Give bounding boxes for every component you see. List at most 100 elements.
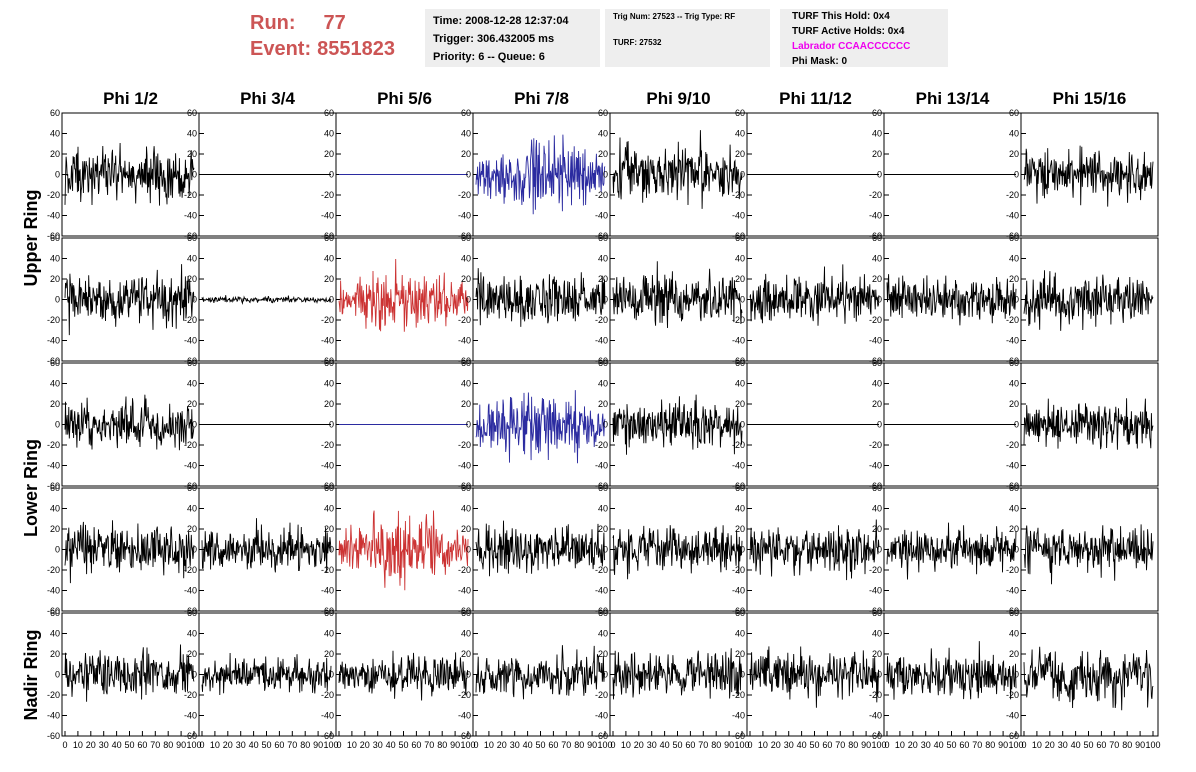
x-tick-label: 60 <box>137 740 147 750</box>
y-tick-label: -60 <box>184 481 197 491</box>
x-tick-label: 30 <box>510 740 520 750</box>
trigger-info-box: Trig Num: 27523 -- Trig Type: RF TURF: 2… <box>605 9 770 67</box>
y-tick-label: 0 <box>740 545 745 555</box>
y-tick-label: 0 <box>55 170 60 180</box>
waveform-trace <box>475 134 606 215</box>
y-tick-label: 0 <box>466 545 471 555</box>
x-tick-label: 10 <box>73 740 83 750</box>
x-tick-label: 40 <box>797 740 807 750</box>
y-tick-label: -40 <box>47 336 60 346</box>
y-tick-label: 40 <box>735 129 745 139</box>
waveform-trace <box>64 394 195 451</box>
y-tick-label: 0 <box>877 170 882 180</box>
y-tick-label: -60 <box>47 731 60 741</box>
priority-text: Priority: 6 -- Queue: 6 <box>433 51 545 63</box>
y-tick-label: 60 <box>872 608 882 618</box>
y-tick-label: 40 <box>324 504 334 514</box>
y-tick-label: 20 <box>598 274 608 284</box>
y-tick-label: 20 <box>598 649 608 659</box>
trig-num-text: Trig Num: 27523 -- Trig Type: RF <box>613 12 736 21</box>
x-tick-label: 70 <box>835 740 845 750</box>
y-tick-label: 20 <box>872 649 882 659</box>
y-tick-label: -40 <box>458 711 471 721</box>
y-tick-label: 60 <box>598 358 608 368</box>
y-tick-label: 60 <box>50 233 60 243</box>
x-tick-label: 90 <box>998 740 1008 750</box>
y-tick-label: 40 <box>324 629 334 639</box>
y-tick-label: 0 <box>329 420 334 430</box>
waveform-trace <box>1023 524 1154 585</box>
waveform-trace <box>64 644 195 702</box>
run-label: Run: <box>250 12 296 34</box>
y-tick-label: 60 <box>1009 233 1019 243</box>
x-tick-label: 60 <box>959 740 969 750</box>
y-tick-label: -20 <box>458 565 471 575</box>
y-tick-label: -60 <box>732 356 745 366</box>
turf-this-hold-text: TURF This Hold: 0x4 <box>792 11 890 22</box>
y-tick-label: -40 <box>1006 336 1019 346</box>
y-tick-label: -20 <box>321 565 334 575</box>
x-tick-label: 20 <box>86 740 96 750</box>
x-tick-label: 80 <box>163 740 173 750</box>
x-tick-label: 100 <box>1145 740 1160 750</box>
waveform-trace <box>201 295 332 306</box>
column-header: Phi 1/2 <box>103 89 158 108</box>
waveform-trace <box>475 520 606 577</box>
y-tick-label: 40 <box>1009 379 1019 389</box>
y-tick-label: 20 <box>735 274 745 284</box>
y-tick-label: 60 <box>872 233 882 243</box>
x-tick-label: 10 <box>621 740 631 750</box>
y-tick-label: -40 <box>47 461 60 471</box>
y-tick-label: -20 <box>458 315 471 325</box>
column-header: Phi 5/6 <box>377 89 432 108</box>
y-tick-label: 20 <box>461 524 471 534</box>
y-tick-label: -20 <box>1006 565 1019 575</box>
waveform-trace <box>612 648 743 700</box>
x-tick-label: 80 <box>711 740 721 750</box>
y-tick-label: -60 <box>869 731 882 741</box>
y-tick-label: 0 <box>740 295 745 305</box>
y-tick-label: -20 <box>1006 190 1019 200</box>
x-tick-label: 100 <box>734 740 749 750</box>
x-tick-label: 70 <box>561 740 571 750</box>
y-tick-label: -40 <box>869 211 882 221</box>
x-tick-label: 40 <box>249 740 259 750</box>
y-tick-label: -40 <box>184 461 197 471</box>
y-tick-label: 20 <box>872 399 882 409</box>
y-tick-label: 40 <box>461 129 471 139</box>
y-tick-label: -40 <box>184 336 197 346</box>
y-tick-label: 60 <box>324 233 334 243</box>
y-tick-label: -60 <box>321 481 334 491</box>
y-tick-label: 40 <box>50 504 60 514</box>
x-tick-label: 100 <box>460 740 475 750</box>
column-header: Phi 11/12 <box>779 89 852 108</box>
phi-mask-text: Phi Mask: 0 <box>792 56 848 67</box>
y-tick-label: 60 <box>598 233 608 243</box>
waveform-trace <box>475 390 606 464</box>
y-tick-label: -60 <box>869 356 882 366</box>
y-tick-label: -60 <box>321 731 334 741</box>
x-tick-label: 30 <box>784 740 794 750</box>
y-tick-label: 40 <box>872 129 882 139</box>
waveform-trace <box>749 519 880 581</box>
y-tick-label: 0 <box>740 170 745 180</box>
y-tick-label: 40 <box>187 504 197 514</box>
y-tick-label: 20 <box>324 399 334 409</box>
y-tick-label: 0 <box>1014 545 1019 555</box>
waveform-trace <box>201 652 332 696</box>
y-tick-label: -20 <box>595 565 608 575</box>
y-tick-label: 20 <box>598 399 608 409</box>
trigger-time-text: Trigger: 306.432005 ms <box>433 33 555 45</box>
y-tick-label: -20 <box>595 690 608 700</box>
y-tick-label: -40 <box>595 711 608 721</box>
run-event-box: Run: 77 Event: 8551823 <box>250 10 420 62</box>
y-tick-label: -20 <box>47 190 60 200</box>
ring-label: Upper Ring <box>21 190 41 287</box>
ring-label: Lower Ring <box>21 439 41 537</box>
y-tick-label: 60 <box>872 108 882 118</box>
x-tick-label: 70 <box>287 740 297 750</box>
y-tick-label: -40 <box>732 586 745 596</box>
x-tick-label: 20 <box>497 740 507 750</box>
y-tick-label: -40 <box>869 586 882 596</box>
y-tick-label: -40 <box>458 461 471 471</box>
